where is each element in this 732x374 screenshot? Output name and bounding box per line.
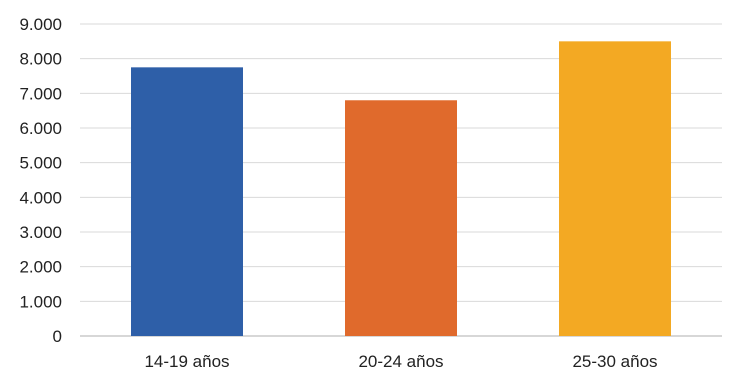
x-category-label: 14-19 años — [144, 352, 229, 371]
y-tick-label: 8.000 — [19, 50, 62, 69]
x-axis-categories: 14-19 años 20-24 años 25-30 años — [144, 352, 657, 371]
y-axis-ticks: 0 1.000 2.000 3.000 4.000 5.000 6.000 7.000 8.00… — [19, 15, 62, 346]
bar-3 — [559, 41, 671, 336]
y-tick-label: 1.000 — [19, 292, 62, 311]
y-tick-label: 5.000 — [19, 154, 62, 173]
y-tick-label: 0 — [53, 327, 62, 346]
y-tick-label: 2.000 — [19, 258, 62, 277]
y-tick-label: 9.000 — [19, 15, 62, 34]
y-tick-label: 7.000 — [19, 84, 62, 103]
x-category-label: 25-30 años — [572, 352, 657, 371]
y-tick-label: 3.000 — [19, 223, 62, 242]
x-category-label: 20-24 años — [358, 352, 443, 371]
bars — [131, 41, 671, 337]
y-tick-label: 4.000 — [19, 188, 62, 207]
bar-1 — [131, 67, 243, 336]
y-tick-label: 6.000 — [19, 119, 62, 138]
bar-2 — [345, 100, 457, 337]
